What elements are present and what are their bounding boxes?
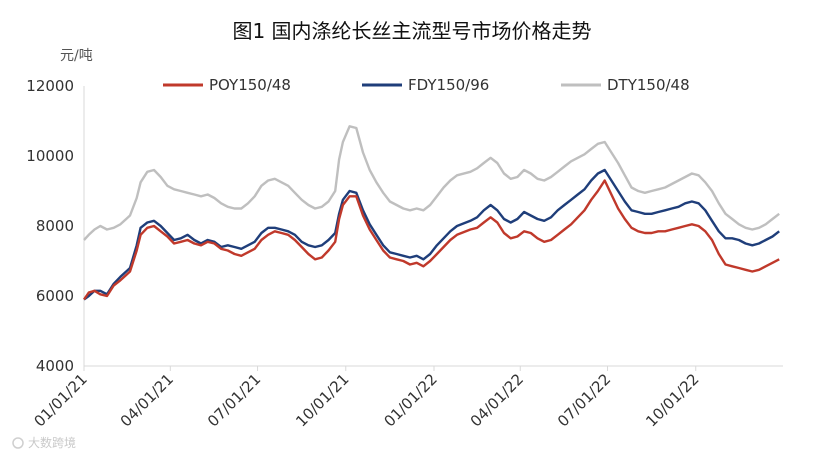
series-line-dty150-48: [83, 125, 780, 241]
y-tick-label: 8000: [36, 217, 74, 235]
y-tick-label: 4000: [36, 357, 74, 375]
chart-title: 图1 国内涤纶长丝主流型号市场价格走势: [232, 19, 591, 43]
watermark: 大数跨境: [12, 435, 76, 450]
legend-label: POY150/48: [209, 76, 291, 94]
series-lines: [83, 125, 780, 301]
x-tick-label: 07/01/21: [204, 370, 264, 430]
x-tick-label: 01/01/21: [30, 370, 90, 430]
legend-label: DTY150/48: [607, 76, 690, 94]
x-axis: 01/01/21 04/01/21 07/01/21 10/01/21 01/01/22…: [30, 366, 703, 430]
y-axis-unit-label: 元/吨: [60, 48, 93, 64]
legend: POY150/48 FDY150/96 DTY150/48: [163, 76, 690, 94]
series-line-poy150-48: [83, 179, 780, 301]
watermark-text: 大数跨境: [28, 435, 76, 450]
y-tick-label: 12000: [26, 77, 74, 95]
watermark-logo-icon: [12, 437, 24, 449]
series-line-fdy150-96: [83, 168, 780, 301]
y-tick-label: 6000: [36, 287, 74, 305]
legend-label: FDY150/96: [408, 76, 489, 94]
y-axis: 4000 6000 8000 10000 12000: [26, 77, 74, 375]
x-tick-label: 04/01/22: [467, 370, 527, 430]
x-tick-label: 07/01/22: [554, 370, 614, 430]
x-tick-label: 10/01/22: [642, 370, 702, 430]
x-tick-label: 10/01/21: [292, 370, 352, 430]
x-tick-label: 01/01/22: [380, 370, 440, 430]
y-tick-label: 10000: [26, 147, 74, 165]
x-tick-label: 04/01/21: [117, 370, 177, 430]
